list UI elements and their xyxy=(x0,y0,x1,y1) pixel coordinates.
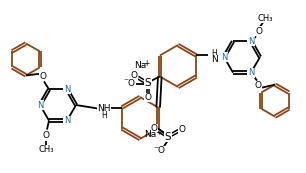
Text: O: O xyxy=(255,81,262,90)
Text: N: N xyxy=(221,52,227,61)
Text: ⁻: ⁻ xyxy=(154,145,159,156)
Text: CH₃: CH₃ xyxy=(38,145,54,154)
Text: +: + xyxy=(155,128,161,137)
Text: +: + xyxy=(144,59,150,68)
Text: N: N xyxy=(248,37,254,46)
Text: O: O xyxy=(39,72,47,81)
Text: O: O xyxy=(43,131,50,140)
Text: N: N xyxy=(64,116,70,125)
Text: N: N xyxy=(211,55,218,64)
Text: S: S xyxy=(165,131,171,142)
Text: Na: Na xyxy=(144,130,156,139)
Text: O: O xyxy=(158,146,165,155)
Text: S: S xyxy=(144,79,151,89)
Text: NH: NH xyxy=(97,104,110,113)
Text: H: H xyxy=(211,49,217,58)
Text: O: O xyxy=(179,125,186,134)
Text: O: O xyxy=(130,71,137,80)
Text: ⁻: ⁻ xyxy=(123,78,129,88)
Text: O: O xyxy=(127,79,134,88)
Text: N: N xyxy=(37,101,43,110)
Text: O: O xyxy=(151,124,158,133)
Text: CH₃: CH₃ xyxy=(257,14,273,23)
Text: N: N xyxy=(248,68,254,77)
Text: N: N xyxy=(64,85,70,94)
Text: O: O xyxy=(256,27,263,36)
Text: H: H xyxy=(101,111,107,120)
Text: Na: Na xyxy=(134,61,146,70)
Text: O: O xyxy=(144,93,151,102)
